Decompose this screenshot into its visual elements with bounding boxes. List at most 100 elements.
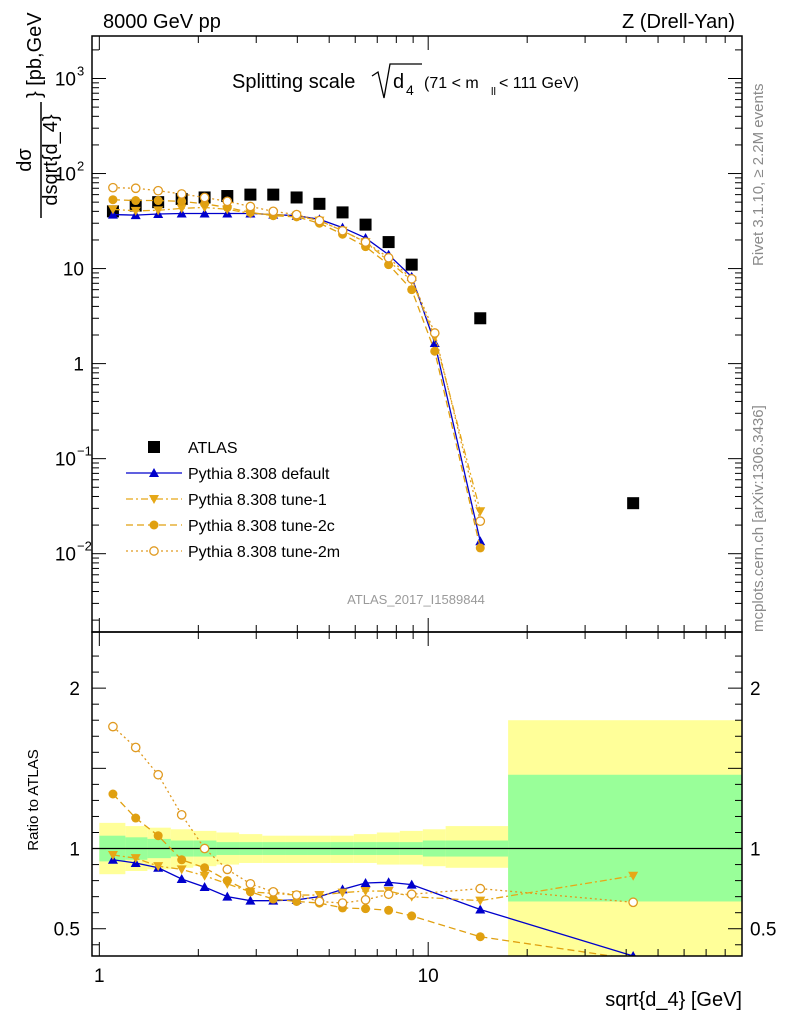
data-point [627, 497, 640, 510]
process-label: Z (Drell-Yan) [622, 11, 735, 33]
ratio-point [200, 863, 210, 873]
data-point [153, 185, 164, 196]
data-point [108, 182, 118, 193]
title-range-open: (71 < m [424, 75, 479, 92]
ratio-point [108, 789, 118, 799]
data-point [383, 252, 394, 263]
data-point [405, 258, 418, 271]
ratio-point [407, 911, 417, 921]
data-point [267, 188, 280, 201]
title-prefix: Splitting scale [232, 71, 355, 93]
main-y-label: dσ dsqrt{d_4} } [pb,GeV -1 ] [14, 12, 62, 218]
ratio-bands [99, 720, 742, 956]
main-y-tick-label: 10 [63, 260, 84, 281]
main-y-tick-exponent: 2 [77, 159, 84, 174]
data-point [406, 273, 417, 284]
legend-marker [149, 495, 159, 504]
main-y-tick-label: 10 [55, 450, 76, 471]
main-x-ticks [98, 36, 743, 632]
ratio-point [268, 886, 279, 897]
data-point [336, 206, 349, 219]
ratio-point [245, 878, 256, 889]
data-point [475, 516, 486, 527]
data-point [176, 189, 187, 199]
data-point [176, 204, 187, 214]
ratio-series-pythia-8-308-tune-2m [108, 721, 638, 908]
data-point [131, 196, 141, 206]
series-line [112, 206, 481, 512]
ratio-point [314, 891, 325, 901]
ratio-frame [91, 631, 743, 957]
ratio-point [475, 883, 486, 894]
ratio-point [268, 894, 278, 904]
legend-label: Pythia 8.308 default [188, 466, 330, 483]
ratio-panel: 0.5 0.5 1 1 2 2 1 10 Ratio to ATLAS [25, 631, 776, 987]
ratio-point [199, 843, 210, 854]
energy-label: 8000 GeV pp [103, 11, 221, 33]
ratio-point [130, 742, 141, 753]
ratio-point [245, 895, 256, 905]
main-y-tick-label: 10 [55, 545, 76, 566]
ratio-point [176, 810, 187, 820]
main-y-tick-label: 10 [55, 69, 76, 90]
ratio-point [291, 890, 302, 900]
ratio-point [199, 882, 210, 892]
ratio-point [177, 855, 187, 865]
ratio-y-tick-label: 0.5 [54, 920, 80, 941]
ratio-y-ticks: 0.5 0.5 1 1 2 2 [54, 655, 776, 946]
legend: ATLAS Pythia 8.308 default Pythia 8.308 tu… [126, 440, 340, 561]
legend-item-atlas: ATLAS [148, 440, 238, 457]
data-point [407, 285, 417, 295]
legend-marker [149, 546, 159, 556]
data-point [268, 206, 279, 217]
legend-label: ATLAS [188, 440, 238, 457]
ratio-y-label: Ratio to ATLAS [25, 749, 42, 850]
series-line [112, 199, 481, 549]
legend-item-pythia-8-308-tune-2c: Pythia 8.308 tune-2c [126, 518, 335, 535]
ylabel-unit: } [pb,GeV [24, 12, 46, 98]
data-point [475, 543, 485, 553]
ratio-point [628, 871, 639, 881]
ratio-point [176, 874, 187, 884]
ratio-point [406, 879, 417, 889]
data-point [314, 215, 325, 226]
ratio-y-tick-label-right: 1 [750, 840, 761, 861]
ratio-point [360, 895, 371, 905]
ratio-point [630, 951, 636, 956]
ratio-point [176, 865, 187, 875]
data-point [429, 328, 440, 338]
ylabel-denominator: dsqrt{d_4} [40, 114, 62, 206]
ratio-point [337, 888, 348, 898]
data-point [199, 208, 210, 218]
data-point [130, 206, 141, 216]
ratio-y-tick-label-right: 2 [750, 679, 761, 700]
ratio-point [360, 878, 371, 888]
ratio-point [475, 896, 486, 906]
plot-title: Splitting scale d 4 (71 < m ll < 111 GeV… [232, 63, 579, 99]
ratio-point [153, 831, 163, 841]
data-point [360, 237, 371, 247]
data-point [107, 205, 118, 215]
data-point [290, 191, 303, 204]
ratio-point [383, 889, 394, 900]
ratio-point [222, 876, 232, 886]
title-sqrt-sub: 4 [406, 82, 414, 98]
ratio-point [153, 769, 164, 780]
main-frame [91, 35, 743, 633]
data-point [359, 218, 372, 231]
ratio-y-tick-label: 2 [69, 679, 80, 700]
ratio-point [383, 877, 394, 887]
x-tick-label: 1 [94, 966, 105, 987]
data-point [177, 196, 187, 206]
ylabel-numerator: dσ [14, 148, 36, 172]
sqrt-symbol [371, 63, 422, 99]
ratio-point [628, 897, 638, 908]
ratio-point [108, 721, 118, 732]
data-point [153, 196, 163, 206]
main-y-tick-exponent: 3 [77, 63, 84, 78]
ratio-point [107, 850, 118, 860]
legend-marker [149, 520, 159, 530]
legend-marker [148, 441, 160, 453]
